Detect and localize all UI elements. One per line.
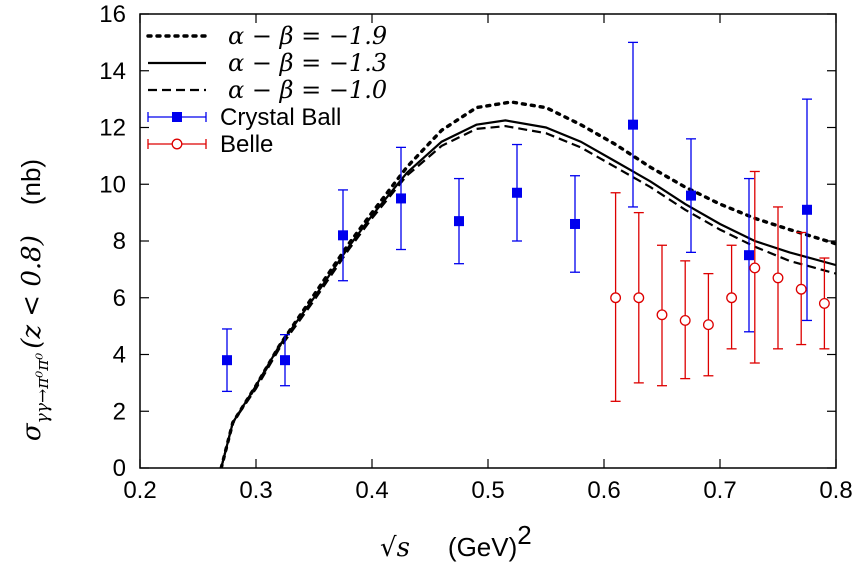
data-point-circle (702, 319, 714, 331)
series-points-crystal-ball (222, 41, 812, 393)
data-point-square (744, 250, 754, 261)
legend-label-1-9: α − β = −1.9 (228, 22, 387, 50)
svg-text:σγγ→π⁰π⁰(z < 0.8)(nb): σγγ→π⁰π⁰ (z < 0.8) (nb) (16, 159, 53, 441)
x-axis-label: √s (GeV)2 (380, 520, 532, 563)
y-tick-label: 12 (99, 115, 126, 142)
y-label-unit: (nb) (16, 159, 46, 205)
data-point-circle (610, 292, 622, 304)
svg-text:√s(GeV)2: √s (GeV)2 (380, 520, 532, 563)
data-point-square (512, 187, 522, 198)
data-point-circle (795, 283, 807, 295)
data-point-square (686, 190, 696, 201)
x-label-unit: (GeV) (448, 532, 517, 562)
y-tick-label: 0 (113, 455, 126, 482)
y-tick-label: 4 (113, 342, 126, 369)
y-tick-label: 14 (99, 58, 126, 85)
legend-label-crystal-ball: Crystal Ball (220, 104, 341, 131)
y-tick-label: 6 (113, 285, 126, 312)
series-line-1-9 (219, 100, 836, 468)
y-tick-label: 2 (113, 398, 126, 425)
data-point-square (802, 204, 812, 215)
data-point-square (396, 193, 406, 204)
x-tick-label: 0.4 (355, 477, 388, 504)
x-tick-label: 0.8 (819, 477, 852, 504)
x-label-exponent: 2 (517, 520, 531, 550)
x-tick-label: 0.6 (587, 477, 620, 504)
legend: α − β = −1.9α − β = −1.3α − β = −1.0Crys… (146, 22, 387, 158)
data-point-circle (633, 292, 645, 304)
data-point-circle (818, 297, 830, 309)
y-label-subscript: γγ→π⁰π⁰ (33, 353, 53, 424)
y-tick-label: 8 (113, 228, 126, 255)
legend-label-1-3: α − β = −1.3 (228, 49, 387, 77)
data-point-square (454, 216, 464, 227)
series-points-belle (610, 170, 830, 402)
data-point-square (280, 355, 290, 366)
legend-label-1-0: α − β = −1.0 (228, 76, 387, 104)
data-point-circle (772, 272, 784, 284)
legend-marker-belle (171, 138, 183, 150)
x-tick-label: 0.2 (123, 477, 156, 504)
x-tick-label: 0.7 (703, 477, 736, 504)
x-label-sqrt: √s (380, 533, 410, 563)
series-line-1-0 (220, 124, 836, 468)
y-tick-label: 10 (99, 171, 126, 198)
y-label-condition: (z < 0.8) (17, 235, 47, 349)
axes-layer: 0.2 0.3 0.4 0.5 0.6 0.7 0.8 0 2 4 6 8 10 12 14 16 (99, 1, 852, 504)
data-point-square (570, 218, 580, 229)
data-point-circle (656, 309, 668, 321)
plot-layer (219, 41, 836, 468)
data-point-square (222, 355, 232, 366)
x-tick-label: 0.5 (471, 477, 504, 504)
legend-label-belle: Belle (220, 131, 273, 158)
data-point-square (628, 119, 638, 130)
data-point-circle (726, 292, 738, 304)
y-axis-label: σγγ→π⁰π⁰ (z < 0.8) (nb) (16, 159, 53, 441)
data-point-circle (749, 262, 761, 274)
x-tick-label: 0.3 (239, 477, 272, 504)
y-label-sigma: σ (17, 422, 47, 441)
series-line-1-3 (220, 119, 836, 468)
data-point-square (338, 230, 348, 241)
y-tick-label: 16 (99, 1, 126, 28)
data-point-circle (679, 315, 691, 326)
legend-marker-crystal-ball (172, 112, 182, 122)
